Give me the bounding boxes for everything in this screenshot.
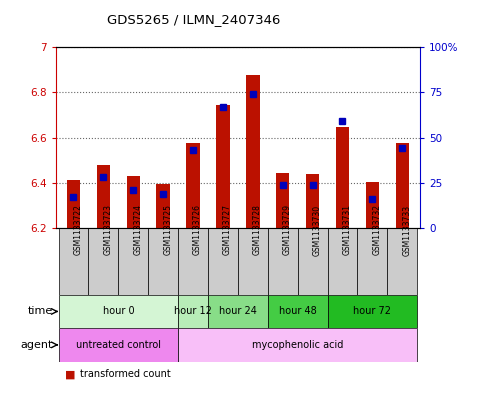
Bar: [357, 228, 387, 295]
Text: GSM1133722: GSM1133722: [73, 204, 83, 255]
Text: GSM1133724: GSM1133724: [133, 204, 142, 255]
Bar: [387, 228, 417, 295]
Text: hour 0: hour 0: [102, 307, 134, 316]
Text: ■: ■: [65, 369, 76, 379]
Bar: [88, 228, 118, 295]
Text: hour 48: hour 48: [279, 307, 316, 316]
Bar: [366, 182, 379, 228]
Bar: [396, 143, 409, 228]
Bar: [67, 180, 80, 228]
Bar: [118, 228, 148, 295]
Bar: [178, 328, 417, 362]
Text: time: time: [28, 307, 53, 316]
Text: hour 72: hour 72: [354, 307, 391, 316]
Text: GSM1133728: GSM1133728: [253, 204, 262, 255]
Text: GSM1133726: GSM1133726: [193, 204, 202, 255]
Bar: [148, 228, 178, 295]
Bar: [216, 105, 229, 228]
Bar: [238, 228, 268, 295]
Bar: [208, 295, 268, 328]
Bar: [58, 328, 178, 362]
Bar: [298, 228, 327, 295]
Bar: [327, 295, 417, 328]
Text: GSM1133730: GSM1133730: [313, 204, 322, 255]
Bar: [178, 228, 208, 295]
Text: hour 12: hour 12: [174, 307, 212, 316]
Text: GDS5265 / ILMN_2407346: GDS5265 / ILMN_2407346: [107, 13, 281, 26]
Bar: [156, 184, 170, 228]
Text: GSM1133732: GSM1133732: [372, 204, 382, 255]
Text: GSM1133729: GSM1133729: [283, 204, 292, 255]
Text: transformed count: transformed count: [80, 369, 170, 379]
Bar: [268, 295, 327, 328]
Text: GSM1133731: GSM1133731: [342, 204, 352, 255]
Text: GSM1133723: GSM1133723: [103, 204, 113, 255]
Text: untreated control: untreated control: [76, 340, 161, 350]
Bar: [127, 176, 140, 228]
Text: GSM1133727: GSM1133727: [223, 204, 232, 255]
Bar: [246, 75, 259, 228]
Bar: [336, 127, 349, 228]
Bar: [58, 295, 178, 328]
Bar: [178, 295, 208, 328]
Bar: [208, 228, 238, 295]
Bar: [276, 173, 289, 228]
Text: GSM1133725: GSM1133725: [163, 204, 172, 255]
Bar: [306, 174, 319, 228]
Bar: [268, 228, 298, 295]
Bar: [327, 228, 357, 295]
Text: GSM1133733: GSM1133733: [402, 204, 412, 255]
Bar: [186, 143, 200, 228]
Text: agent: agent: [21, 340, 53, 350]
Bar: [97, 165, 110, 228]
Bar: [58, 228, 88, 295]
Text: mycophenolic acid: mycophenolic acid: [252, 340, 343, 350]
Text: hour 24: hour 24: [219, 307, 257, 316]
